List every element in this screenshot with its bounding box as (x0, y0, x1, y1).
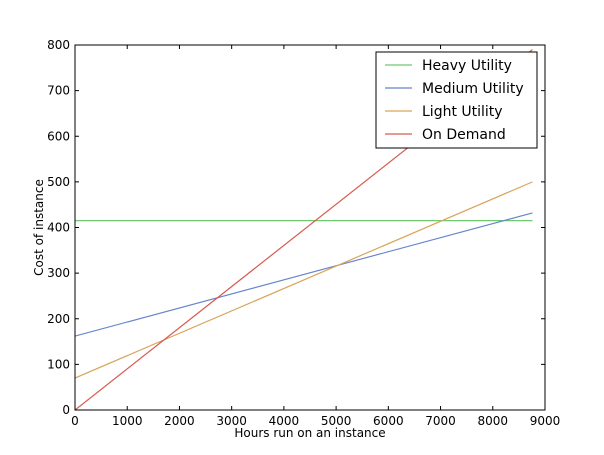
x-tick-label: 5000 (321, 414, 352, 428)
x-tick-label: 3000 (216, 414, 247, 428)
y-tick-label: 700 (47, 84, 70, 98)
legend-label-heavy-utility: Heavy Utility (422, 58, 512, 74)
y-tick-label: 100 (47, 357, 70, 371)
x-tick-label: 6000 (373, 414, 404, 428)
y-tick-label: 600 (47, 129, 70, 143)
x-tick-label: 9000 (530, 414, 561, 428)
y-axis-title: Cost of instance (32, 179, 46, 276)
y-tick-label: 0 (62, 403, 70, 417)
series-line-medium-utility (75, 212, 533, 337)
y-tick-label: 500 (47, 175, 70, 189)
x-axis-title: Hours run on an instance (234, 426, 385, 440)
legend: Heavy Utility Medium Utility Light Utility… (375, 51, 538, 149)
y-tick-label: 800 (47, 38, 70, 52)
legend-label-on-demand: On Demand (422, 127, 506, 143)
legend-label-medium-utility: Medium Utility (422, 81, 524, 97)
x-tick-label: 4000 (269, 414, 300, 428)
axis-ticks: 0 1000 2000 3000 4000 5000 6000 7000 8000 9000 0 10… (47, 38, 560, 428)
legend-label-light-utility: Light Utility (422, 104, 503, 120)
plot-frame (74, 44, 546, 411)
legend-box (375, 51, 538, 149)
x-tick-label: 1000 (112, 414, 143, 428)
x-tick-label: 8000 (478, 414, 509, 428)
x-tick-label: 7000 (425, 414, 456, 428)
y-tick-label: 200 (47, 312, 70, 326)
x-tick-label: 2000 (164, 414, 195, 428)
series-line-light-utility (75, 181, 533, 379)
y-tick-label: 400 (47, 221, 70, 235)
y-tick-label: 300 (47, 266, 70, 280)
x-tick-label: 0 (71, 414, 79, 428)
